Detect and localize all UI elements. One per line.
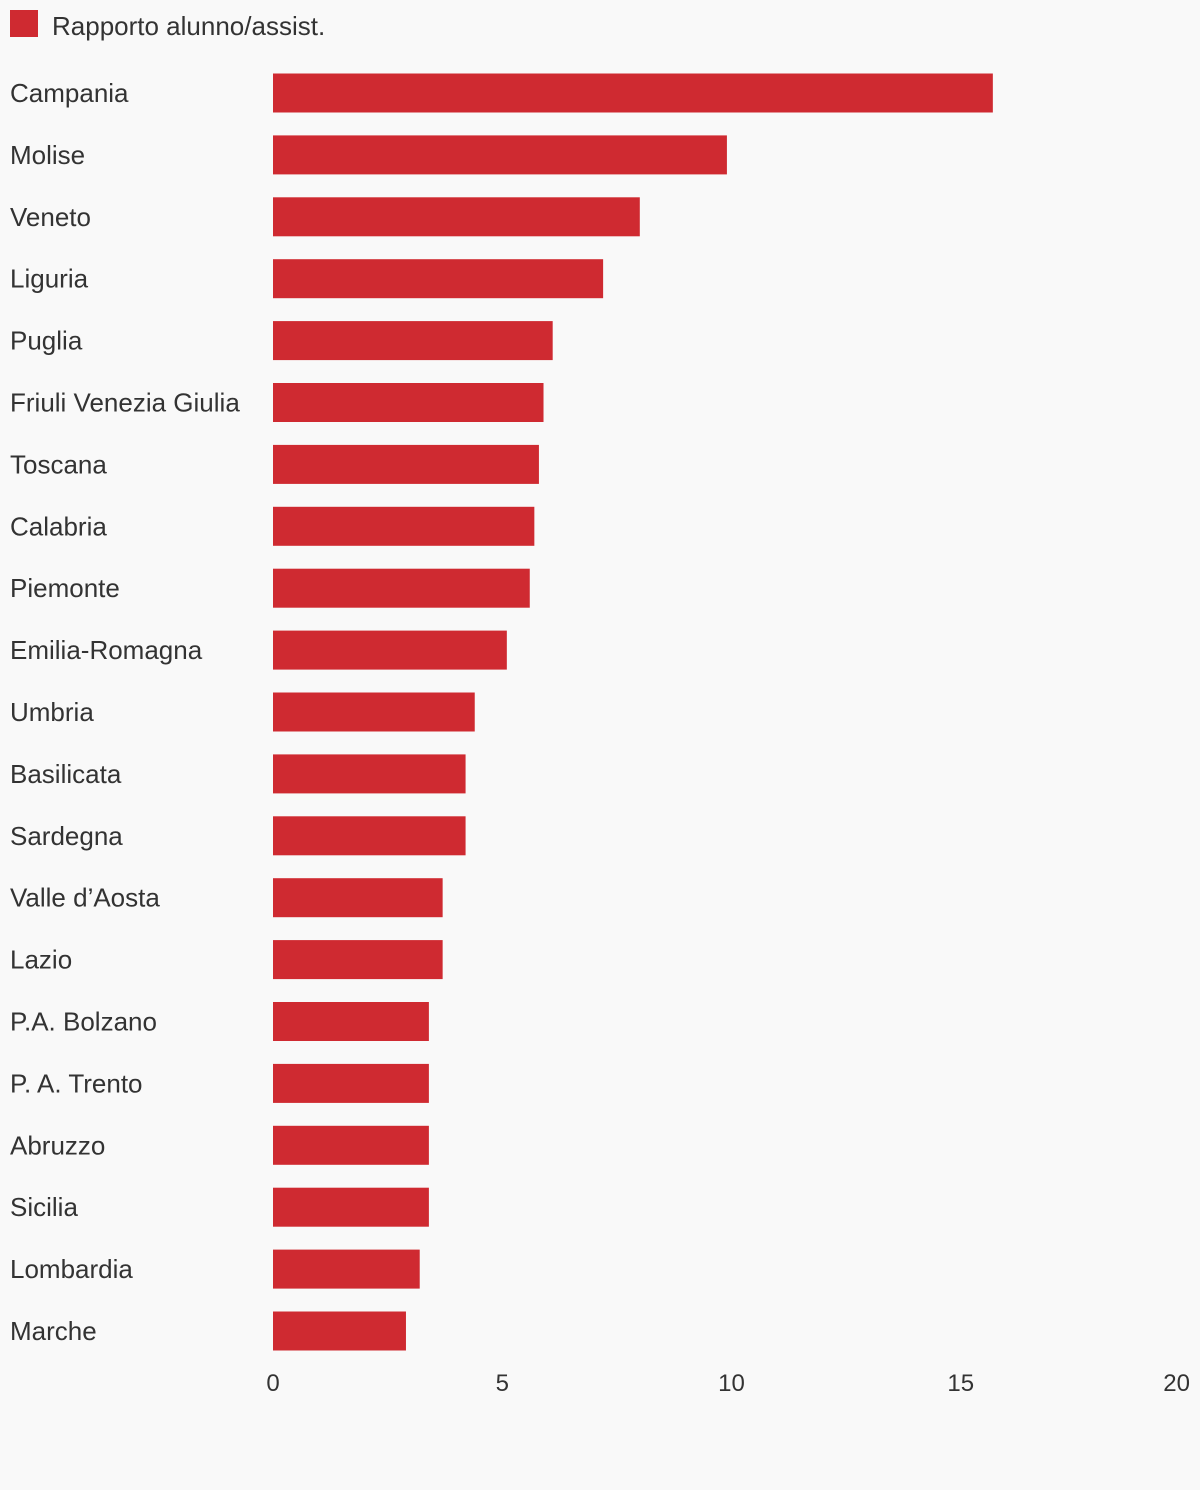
x-tick-label: 10 (718, 1370, 745, 1397)
bar (273, 444, 539, 484)
bar (273, 692, 475, 732)
bar (273, 1249, 420, 1289)
bar (273, 135, 727, 175)
category-labels: Campania Molise Veneto Liguria Puglia Friuli … (10, 78, 240, 1346)
bars (273, 73, 993, 1351)
bar (273, 630, 507, 670)
category-label: Lombardia (10, 1254, 133, 1284)
bar (273, 568, 530, 608)
category-label: Sardegna (10, 821, 123, 851)
bar (273, 321, 553, 361)
category-label: Calabria (10, 511, 107, 541)
bar (273, 816, 466, 856)
bar (273, 754, 466, 794)
x-tick-label: 0 (266, 1370, 279, 1397)
category-label: Valle d’Aosta (10, 883, 160, 913)
category-label: Emilia-Romagna (10, 635, 203, 665)
category-label: P.A. Bolzano (10, 1007, 157, 1037)
bar (273, 940, 443, 980)
x-tick-label: 20 (1163, 1370, 1190, 1397)
category-label: Lazio (10, 945, 72, 975)
category-label: Sicilia (10, 1192, 78, 1222)
x-tick-label: 15 (947, 1370, 974, 1397)
bar (273, 259, 604, 299)
bar (273, 1002, 429, 1041)
bar (273, 197, 640, 237)
bar (273, 1063, 429, 1103)
bar (273, 383, 544, 422)
category-label: Toscana (10, 449, 107, 479)
category-label: Puglia (10, 326, 83, 356)
bar (273, 1125, 429, 1165)
category-label: Piemonte (10, 573, 120, 603)
category-label: P. A. Trento (10, 1068, 143, 1098)
x-axis-ticks: 0 5 10 15 20 (266, 1370, 1190, 1397)
category-label: Campania (10, 78, 129, 108)
legend-label: Rapporto alunno/assist. (52, 11, 325, 41)
bar (273, 878, 443, 918)
category-label: Friuli Venezia Giulia (10, 388, 240, 418)
x-tick-label: 5 (496, 1370, 509, 1397)
bar (273, 506, 535, 546)
category-label: Marche (10, 1316, 97, 1346)
bar (273, 73, 993, 113)
category-label: Basilicata (10, 759, 122, 789)
category-label: Veneto (10, 202, 91, 232)
legend: Rapporto alunno/assist. (10, 10, 325, 41)
legend-swatch (10, 10, 38, 37)
bar (273, 1311, 406, 1351)
category-label: Liguria (10, 264, 89, 294)
category-label: Abruzzo (10, 1130, 105, 1160)
bar (273, 1187, 429, 1227)
category-label: Umbria (10, 697, 94, 727)
category-label: Molise (10, 140, 85, 170)
